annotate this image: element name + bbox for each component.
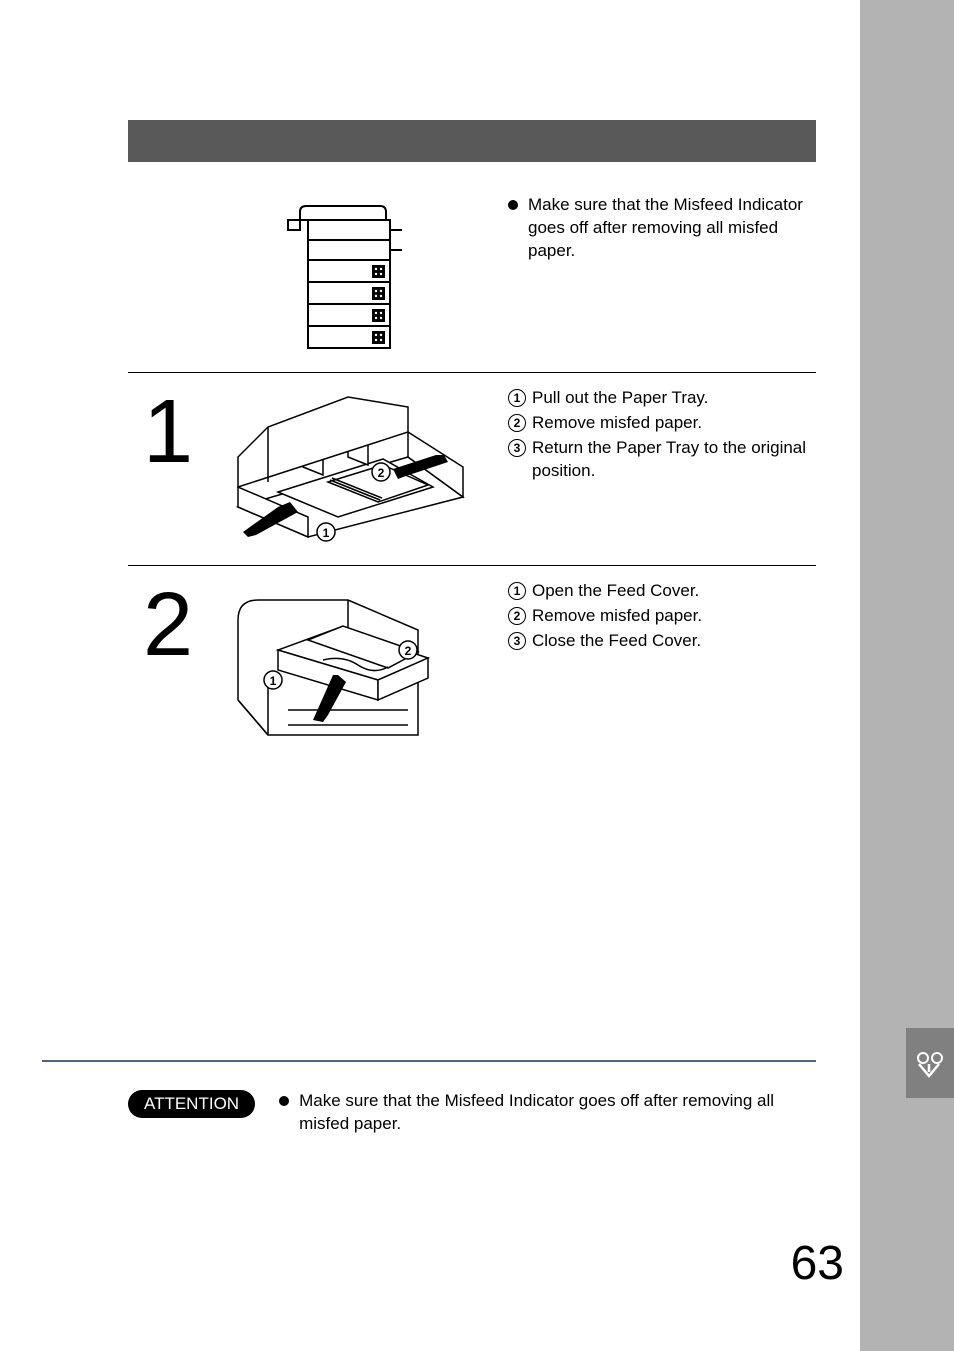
step-2-row: 2 — [128, 565, 816, 758]
svg-text:1: 1 — [323, 526, 330, 540]
intro-row: Make sure that the Misfeed Indicator goe… — [128, 180, 816, 372]
header-bar — [128, 120, 816, 162]
attention-label: ATTENTION — [144, 1094, 239, 1114]
step-1-number: 1 — [128, 387, 208, 477]
manual-page: Make sure that the Misfeed Indicator goe… — [0, 0, 954, 1351]
circled-3-icon: 3 — [508, 439, 526, 457]
misfeed-icon — [915, 1048, 945, 1078]
step-2-number: 2 — [128, 580, 208, 670]
content-area: Make sure that the Misfeed Indicator goe… — [128, 180, 816, 758]
step-1-row: 1 — [128, 372, 816, 565]
attention-row: ATTENTION Make sure that the Misfeed Ind… — [128, 1090, 816, 1136]
attention-badge: ATTENTION — [128, 1090, 255, 1118]
intro-bullet-text: Make sure that the Misfeed Indicator goe… — [528, 194, 816, 263]
step-2-line-2: 2 Remove misfed paper. — [508, 605, 816, 628]
circled-1-icon: 1 — [508, 582, 526, 600]
footer-divider — [42, 1060, 816, 1062]
step-1-text: 1 Pull out the Paper Tray. 2 Remove misf… — [478, 387, 816, 485]
side-margin — [860, 0, 954, 1351]
bullet-icon — [279, 1096, 289, 1106]
step-1-line-3: 3 Return the Paper Tray to the original … — [508, 437, 816, 483]
svg-text:1: 1 — [270, 674, 277, 688]
circled-3-icon: 3 — [508, 632, 526, 650]
circled-2-icon: 2 — [508, 607, 526, 625]
step-2-line-1: 1 Open the Feed Cover. — [508, 580, 816, 603]
step-1-text-1: Pull out the Paper Tray. — [532, 387, 816, 410]
step-2-text-2: Remove misfed paper. — [532, 605, 816, 628]
svg-text:2: 2 — [378, 466, 385, 480]
page-number: 63 — [791, 1236, 844, 1291]
step-1-text-2: Remove misfed paper. — [532, 412, 816, 435]
step-1-text-3: Return the Paper Tray to the original po… — [532, 437, 816, 483]
circled-2-icon: 2 — [508, 414, 526, 432]
svg-text:2: 2 — [405, 644, 412, 658]
step-2-text: 1 Open the Feed Cover. 2 Remove misfed p… — [478, 580, 816, 655]
intro-text: Make sure that the Misfeed Indicator goe… — [478, 194, 816, 263]
step-2-line-3: 3 Close the Feed Cover. — [508, 630, 816, 653]
figure-step-2: 1 2 — [208, 580, 478, 740]
figure-overview — [208, 194, 478, 354]
step-1-line-2: 2 Remove misfed paper. — [508, 412, 816, 435]
figure-step-1: 1 2 — [208, 387, 478, 547]
circled-1-icon: 1 — [508, 389, 526, 407]
attention-text-wrap: Make sure that the Misfeed Indicator goe… — [255, 1090, 816, 1136]
bullet-icon — [508, 200, 518, 210]
attention-text: Make sure that the Misfeed Indicator goe… — [299, 1090, 816, 1136]
step-2-text-3: Close the Feed Cover. — [532, 630, 816, 653]
step-2-text-1: Open the Feed Cover. — [532, 580, 816, 603]
section-tab — [906, 1028, 954, 1098]
step-1-line-1: 1 Pull out the Paper Tray. — [508, 387, 816, 410]
intro-bullet: Make sure that the Misfeed Indicator goe… — [508, 194, 816, 263]
